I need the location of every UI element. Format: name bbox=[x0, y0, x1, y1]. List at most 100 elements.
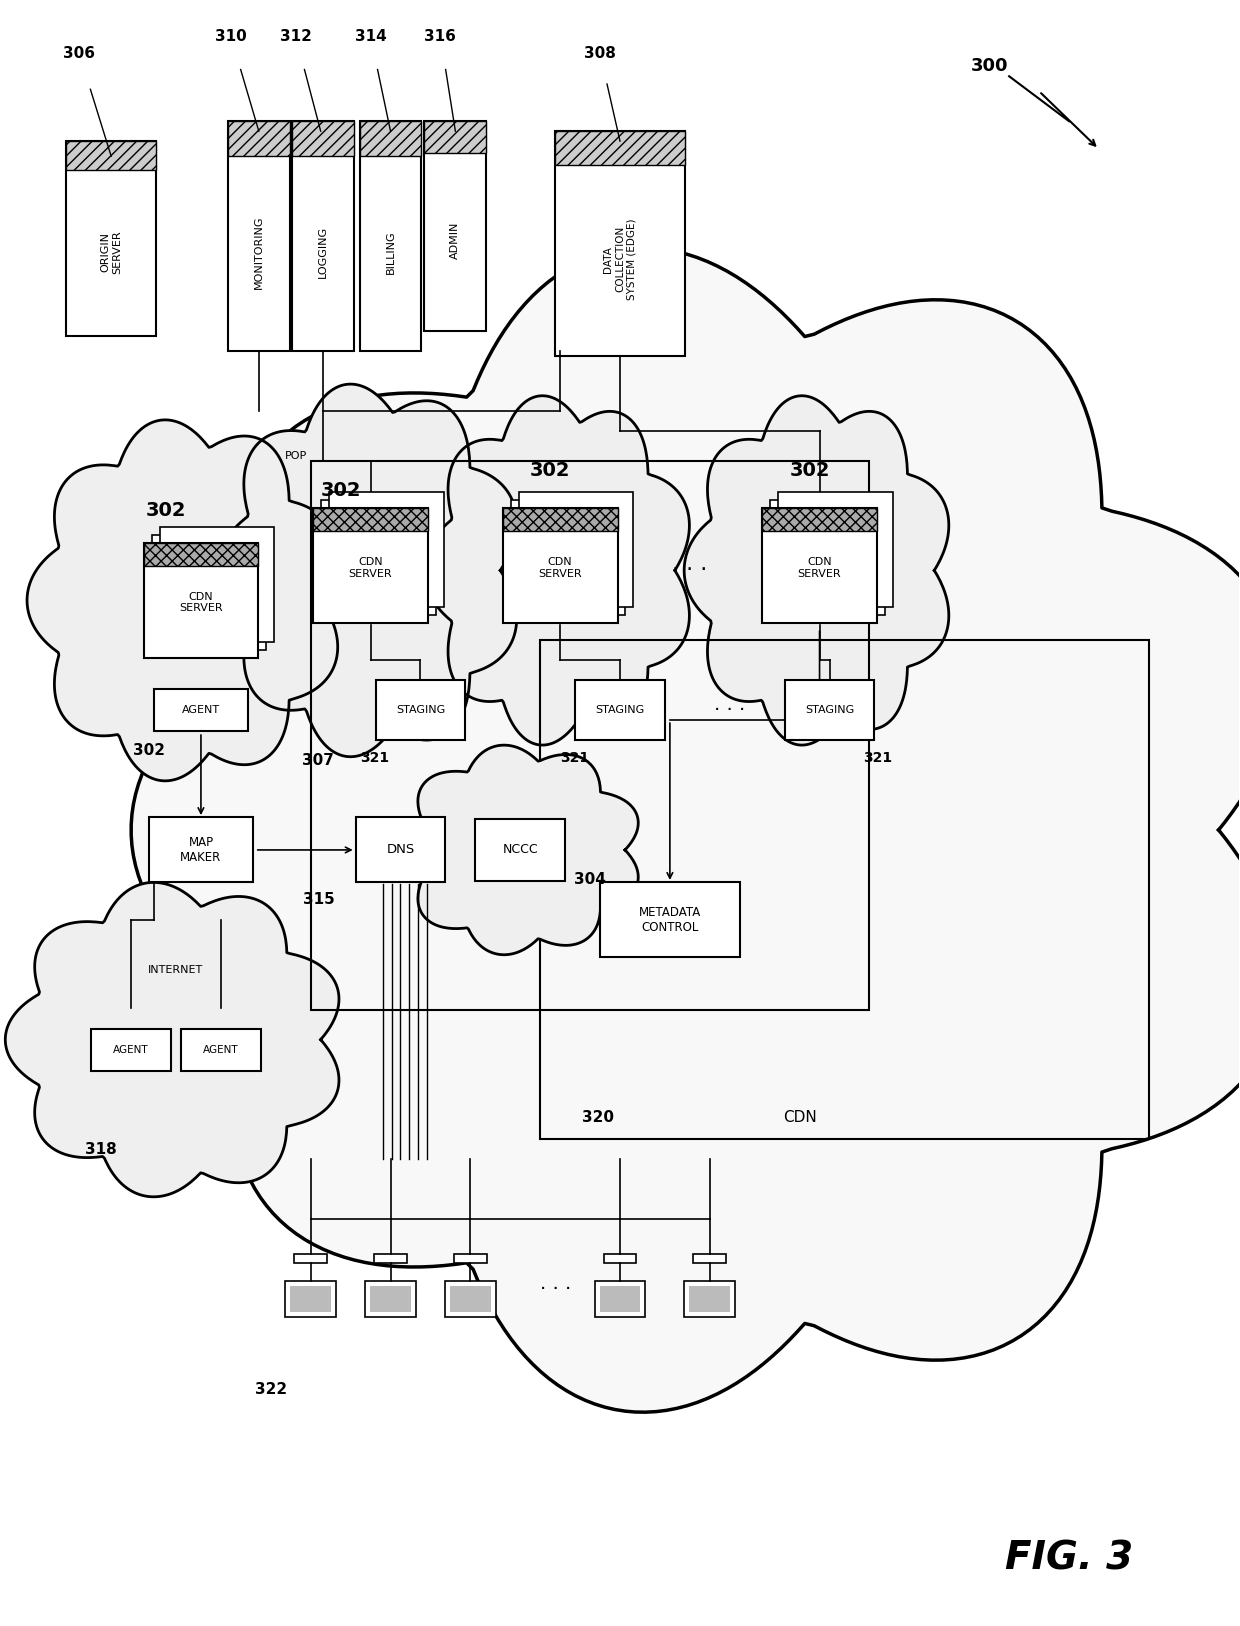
Bar bbox=[556, 132, 684, 164]
Bar bbox=[424, 122, 486, 330]
Bar bbox=[291, 122, 353, 351]
Bar bbox=[149, 818, 253, 883]
Text: 322: 322 bbox=[254, 1382, 286, 1397]
Bar bbox=[424, 122, 486, 153]
Text: · · ·: · · · bbox=[672, 561, 708, 580]
Bar bbox=[144, 543, 258, 566]
Bar bbox=[181, 1029, 260, 1070]
Text: 321: 321 bbox=[560, 751, 590, 766]
Bar bbox=[154, 689, 248, 732]
Bar bbox=[228, 122, 290, 156]
Text: 306: 306 bbox=[63, 46, 95, 60]
Bar bbox=[763, 507, 877, 623]
Text: 321: 321 bbox=[360, 751, 389, 766]
Bar bbox=[314, 507, 428, 532]
Bar bbox=[763, 507, 877, 532]
Bar bbox=[144, 543, 258, 566]
Text: 320: 320 bbox=[582, 1111, 614, 1125]
Text: FIG. 3: FIG. 3 bbox=[1004, 1540, 1133, 1577]
Text: LOGGING: LOGGING bbox=[317, 226, 327, 278]
Bar bbox=[321, 501, 436, 615]
Text: 302: 302 bbox=[790, 462, 830, 480]
Text: 321: 321 bbox=[863, 751, 892, 766]
Bar bbox=[684, 1281, 735, 1317]
Bar bbox=[594, 1281, 646, 1317]
Text: ADMIN: ADMIN bbox=[450, 223, 460, 260]
Text: BILLING: BILLING bbox=[386, 231, 396, 273]
Text: CDN: CDN bbox=[782, 1111, 816, 1125]
Bar bbox=[445, 1281, 496, 1317]
Text: INTERNET: INTERNET bbox=[149, 964, 203, 974]
Bar bbox=[290, 1286, 331, 1312]
Text: MAP
MAKER: MAP MAKER bbox=[180, 836, 222, 863]
Bar bbox=[329, 493, 444, 606]
Bar bbox=[689, 1286, 730, 1312]
Text: 316: 316 bbox=[424, 29, 456, 44]
Bar bbox=[360, 122, 422, 351]
Bar bbox=[502, 507, 618, 623]
Bar bbox=[518, 493, 634, 606]
Text: CDN
SERVER: CDN SERVER bbox=[538, 558, 582, 579]
Text: 307: 307 bbox=[301, 753, 334, 767]
Polygon shape bbox=[425, 395, 689, 745]
Bar bbox=[511, 501, 625, 615]
Bar bbox=[450, 1286, 491, 1312]
Bar bbox=[314, 507, 428, 623]
Bar bbox=[556, 132, 684, 164]
Text: 302: 302 bbox=[320, 481, 361, 501]
Bar bbox=[291, 122, 353, 156]
Bar bbox=[763, 507, 877, 532]
Bar bbox=[770, 501, 885, 615]
Text: 310: 310 bbox=[215, 29, 247, 44]
Bar bbox=[92, 1029, 171, 1070]
Text: STAGING: STAGING bbox=[805, 706, 854, 715]
Bar bbox=[285, 1281, 336, 1317]
Bar bbox=[291, 122, 353, 156]
Bar bbox=[454, 1254, 487, 1263]
Polygon shape bbox=[684, 395, 949, 745]
Bar bbox=[600, 1286, 640, 1312]
Bar bbox=[374, 1254, 407, 1263]
Text: MONITORING: MONITORING bbox=[254, 215, 264, 289]
Bar bbox=[541, 641, 1148, 1140]
Bar bbox=[151, 535, 267, 650]
Polygon shape bbox=[217, 384, 517, 756]
Bar bbox=[311, 460, 869, 1010]
Text: · · ·: · · · bbox=[714, 701, 745, 720]
Text: 318: 318 bbox=[86, 1141, 117, 1158]
Bar bbox=[785, 680, 874, 740]
Bar bbox=[376, 680, 465, 740]
Bar bbox=[693, 1254, 727, 1263]
Bar bbox=[365, 1281, 415, 1317]
Text: 315: 315 bbox=[303, 893, 335, 907]
Text: CDN
SERVER: CDN SERVER bbox=[348, 558, 392, 579]
Bar bbox=[314, 507, 428, 532]
Bar bbox=[356, 818, 445, 883]
Bar bbox=[370, 1286, 410, 1312]
Text: · · ·: · · · bbox=[539, 1280, 570, 1299]
Text: AGENT: AGENT bbox=[203, 1044, 239, 1055]
Bar bbox=[228, 122, 290, 351]
Bar bbox=[360, 122, 422, 156]
Text: 302: 302 bbox=[133, 743, 165, 758]
Text: CDN
SERVER: CDN SERVER bbox=[179, 592, 223, 613]
Text: METADATA
CONTROL: METADATA CONTROL bbox=[639, 906, 701, 933]
Bar bbox=[604, 1254, 636, 1263]
Text: DNS: DNS bbox=[387, 844, 414, 857]
Bar bbox=[575, 680, 665, 740]
Bar bbox=[502, 507, 618, 532]
Text: ORIGIN
SERVER: ORIGIN SERVER bbox=[100, 231, 122, 273]
Text: 300: 300 bbox=[971, 57, 1008, 75]
Polygon shape bbox=[27, 420, 337, 780]
Bar bbox=[144, 543, 258, 659]
Text: STAGING: STAGING bbox=[396, 706, 445, 715]
Bar bbox=[66, 141, 156, 171]
Text: 302: 302 bbox=[146, 501, 186, 520]
Text: DATA
COLLECTION
SYSTEM (EDGE): DATA COLLECTION SYSTEM (EDGE) bbox=[604, 218, 636, 299]
Polygon shape bbox=[5, 883, 339, 1197]
Bar bbox=[475, 820, 565, 881]
Bar bbox=[600, 883, 740, 958]
Text: AGENT: AGENT bbox=[182, 706, 219, 715]
Polygon shape bbox=[397, 745, 639, 954]
Bar bbox=[424, 122, 486, 153]
